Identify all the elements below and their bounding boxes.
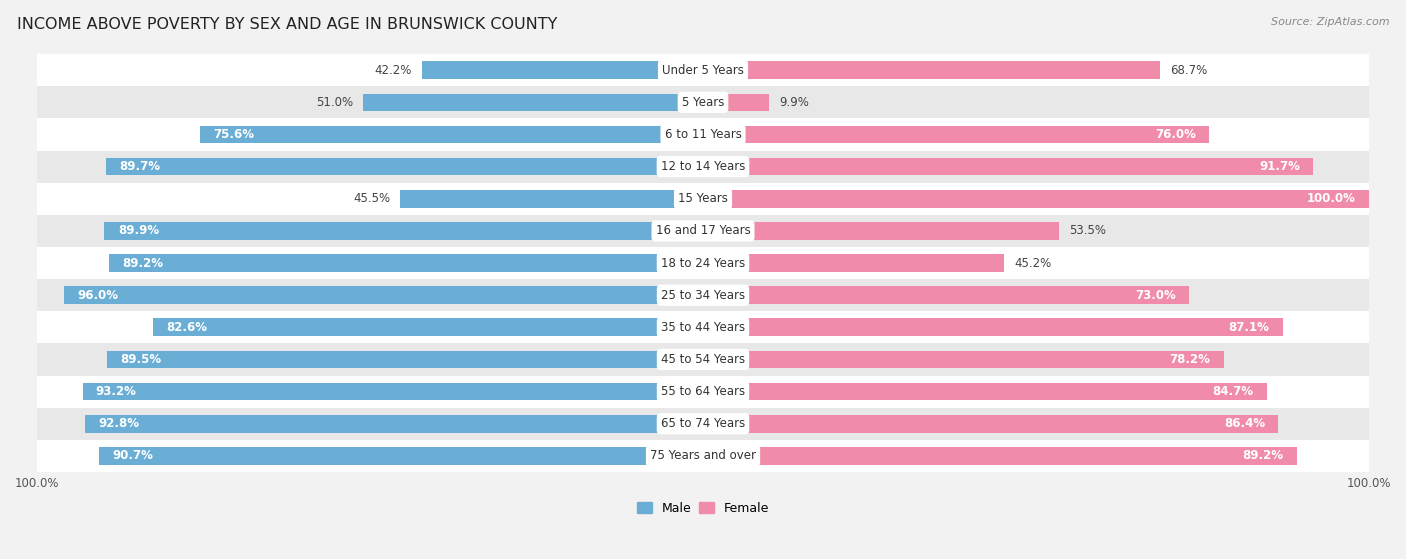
Bar	[37, 247, 1369, 279]
Bar	[703, 383, 1267, 400]
Text: 55 to 64 Years: 55 to 64 Years	[661, 385, 745, 398]
Text: 89.5%: 89.5%	[121, 353, 162, 366]
Bar	[703, 286, 1189, 304]
Text: 5 Years: 5 Years	[682, 96, 724, 109]
Text: 84.7%: 84.7%	[1212, 385, 1254, 398]
Bar	[105, 158, 703, 176]
Bar	[86, 415, 703, 433]
Bar	[37, 54, 1369, 86]
Text: 92.8%: 92.8%	[98, 417, 139, 430]
Bar	[37, 86, 1369, 119]
Text: Source: ZipAtlas.com: Source: ZipAtlas.com	[1271, 17, 1389, 27]
Text: 45.2%: 45.2%	[1014, 257, 1052, 269]
Bar	[110, 254, 703, 272]
Bar	[37, 119, 1369, 150]
Bar	[107, 350, 703, 368]
Text: 91.7%: 91.7%	[1260, 160, 1301, 173]
Text: 16 and 17 Years: 16 and 17 Years	[655, 224, 751, 238]
Text: 18 to 24 Years: 18 to 24 Years	[661, 257, 745, 269]
Text: 42.2%: 42.2%	[374, 64, 412, 77]
Bar	[703, 415, 1278, 433]
Text: 35 to 44 Years: 35 to 44 Years	[661, 321, 745, 334]
Text: 45 to 54 Years: 45 to 54 Years	[661, 353, 745, 366]
Bar	[200, 126, 703, 143]
Bar	[703, 93, 769, 111]
Text: 53.5%: 53.5%	[1069, 224, 1107, 238]
Bar	[703, 158, 1313, 176]
Text: INCOME ABOVE POVERTY BY SEX AND AGE IN BRUNSWICK COUNTY: INCOME ABOVE POVERTY BY SEX AND AGE IN B…	[17, 17, 557, 32]
Text: 9.9%: 9.9%	[779, 96, 808, 109]
Text: 89.7%: 89.7%	[120, 160, 160, 173]
Text: 73.0%: 73.0%	[1135, 288, 1175, 302]
Text: 86.4%: 86.4%	[1223, 417, 1265, 430]
Text: 75.6%: 75.6%	[212, 128, 254, 141]
Bar	[703, 447, 1296, 465]
Bar	[703, 126, 1209, 143]
Text: 100.0%: 100.0%	[1306, 192, 1355, 205]
Bar	[37, 440, 1369, 472]
Text: 65 to 74 Years: 65 to 74 Years	[661, 417, 745, 430]
Bar	[703, 222, 1059, 240]
Text: 89.2%: 89.2%	[1243, 449, 1284, 462]
Bar	[703, 254, 1004, 272]
Text: 51.0%: 51.0%	[316, 96, 353, 109]
Bar	[703, 61, 1160, 79]
Bar	[703, 319, 1282, 336]
Bar	[703, 350, 1223, 368]
Text: 45.5%: 45.5%	[353, 192, 389, 205]
Bar	[63, 286, 703, 304]
Bar	[37, 279, 1369, 311]
Bar	[37, 343, 1369, 376]
Text: 75 Years and over: 75 Years and over	[650, 449, 756, 462]
Text: 89.2%: 89.2%	[122, 257, 163, 269]
Bar	[37, 150, 1369, 183]
Bar	[100, 447, 703, 465]
Text: 15 Years: 15 Years	[678, 192, 728, 205]
Text: 76.0%: 76.0%	[1154, 128, 1195, 141]
Bar	[401, 190, 703, 207]
Text: 93.2%: 93.2%	[96, 385, 136, 398]
Bar	[37, 311, 1369, 343]
Bar	[37, 408, 1369, 440]
Text: Under 5 Years: Under 5 Years	[662, 64, 744, 77]
Bar	[83, 383, 703, 400]
Legend: Male, Female: Male, Female	[631, 497, 775, 520]
Text: 96.0%: 96.0%	[77, 288, 118, 302]
Text: 25 to 34 Years: 25 to 34 Years	[661, 288, 745, 302]
Text: 12 to 14 Years: 12 to 14 Years	[661, 160, 745, 173]
Text: 78.2%: 78.2%	[1170, 353, 1211, 366]
Text: 82.6%: 82.6%	[166, 321, 208, 334]
Bar	[104, 222, 703, 240]
Text: 6 to 11 Years: 6 to 11 Years	[665, 128, 741, 141]
Bar	[37, 183, 1369, 215]
Text: 87.1%: 87.1%	[1229, 321, 1270, 334]
Text: 90.7%: 90.7%	[112, 449, 153, 462]
Bar	[153, 319, 703, 336]
Bar	[37, 376, 1369, 408]
Bar	[703, 190, 1369, 207]
Bar	[422, 61, 703, 79]
Text: 68.7%: 68.7%	[1170, 64, 1208, 77]
Bar	[37, 215, 1369, 247]
Bar	[364, 93, 703, 111]
Text: 89.9%: 89.9%	[118, 224, 159, 238]
